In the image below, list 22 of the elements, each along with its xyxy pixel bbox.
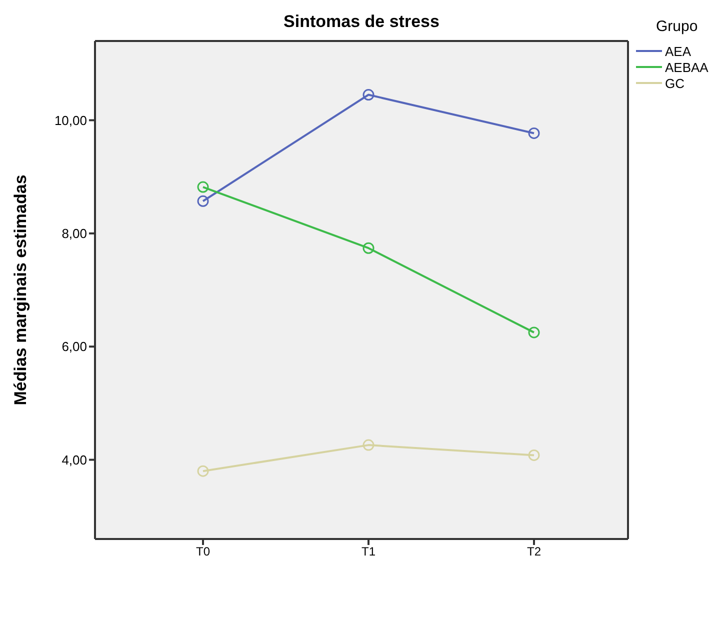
point [528, 449, 540, 461]
y-tick-label: 6,00 [62, 339, 87, 354]
point [362, 89, 374, 101]
point [197, 195, 209, 207]
x-tick-label: T1 [361, 544, 376, 559]
x-tick-label: T0 [196, 544, 210, 559]
point [362, 439, 374, 451]
point [362, 242, 374, 254]
legend-label: AEBAA [665, 60, 708, 74]
point [528, 127, 540, 139]
chart-title: Sintomas de stress [282, 12, 440, 32]
point [528, 326, 540, 338]
y-tick-label: 10,00 [54, 112, 87, 128]
y-tick-label: 4,00 [62, 452, 87, 468]
legend-title: Grupo [656, 18, 699, 35]
y-tick-label: 8,00 [62, 226, 87, 242]
point [197, 465, 209, 477]
legend-label: AEA [665, 44, 692, 58]
point [197, 181, 209, 193]
x-tick-label: T2 [526, 544, 542, 559]
y-axis-title: Médias marginais estimadas [11, 174, 30, 406]
legend-label: GC [665, 76, 684, 90]
